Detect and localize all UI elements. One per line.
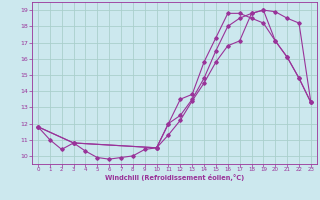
- X-axis label: Windchill (Refroidissement éolien,°C): Windchill (Refroidissement éolien,°C): [105, 174, 244, 181]
